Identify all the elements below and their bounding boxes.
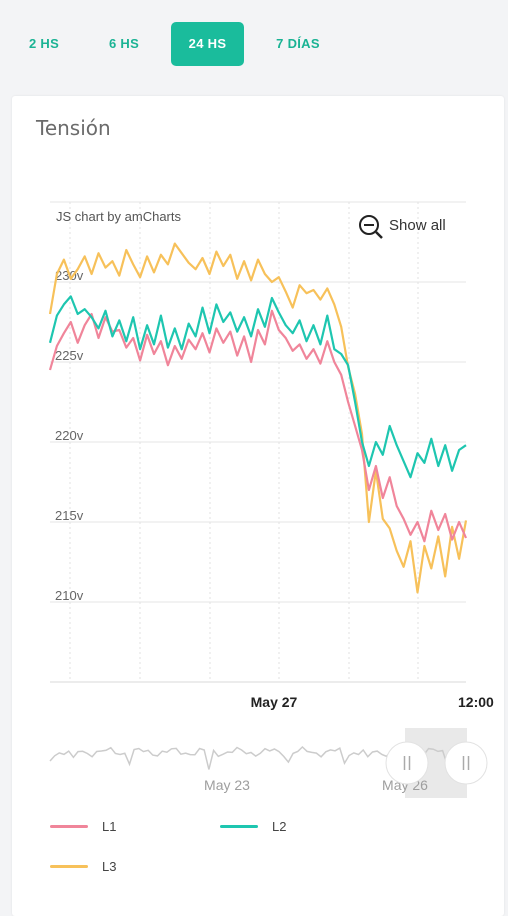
legend-item-L1[interactable]: L1 (50, 817, 170, 837)
series-line-L3 (48, 242, 468, 594)
show-all-button[interactable]: Show all (389, 217, 446, 234)
scrollbar-grip-left[interactable] (385, 741, 429, 785)
legend-item-L3[interactable]: L3 (50, 857, 170, 877)
series-lines (48, 242, 468, 594)
legend-label: L3 (102, 859, 117, 874)
x-tick-label: 12:00 (458, 694, 494, 710)
chart-grid (50, 201, 466, 683)
tab-24hs[interactable]: 24 HS (171, 22, 244, 66)
legend-swatch (50, 825, 88, 828)
chart-scrollbar[interactable]: May 23 May 26 (49, 728, 488, 798)
tab-2hs[interactable]: 2 HS (28, 36, 60, 51)
amcharts-credit[interactable]: JS chart by amCharts (56, 209, 181, 224)
scrollbar-grip-right[interactable] (444, 741, 488, 785)
y-tick-label: 225v (55, 348, 84, 363)
tab-6hs[interactable]: 6 HS (108, 36, 140, 51)
y-tick-label: 210v (55, 588, 84, 603)
x-tick-label: May 27 (251, 694, 298, 710)
y-tick-label: 215v (55, 508, 84, 523)
scrollbar-label: May 23 (204, 777, 250, 793)
time-range-tabs: 2 HS 6 HS 24 HS 7 DÍAS (0, 22, 508, 66)
legend-label: L2 (272, 819, 287, 834)
x-axis: May 27 12:00 (251, 694, 494, 710)
legend-item-L2[interactable]: L2 (220, 817, 340, 837)
tab-7dias[interactable]: 7 DÍAS (276, 36, 320, 51)
legend-swatch (50, 865, 88, 868)
series-line-L2 (48, 295, 467, 479)
legend-label: L1 (102, 819, 117, 834)
series-line-L1 (48, 309, 468, 543)
y-tick-label: 220v (55, 428, 84, 443)
legend-swatch (220, 825, 258, 828)
zoom-out-icon[interactable] (359, 215, 383, 239)
card-title: Tensión (36, 116, 111, 140)
